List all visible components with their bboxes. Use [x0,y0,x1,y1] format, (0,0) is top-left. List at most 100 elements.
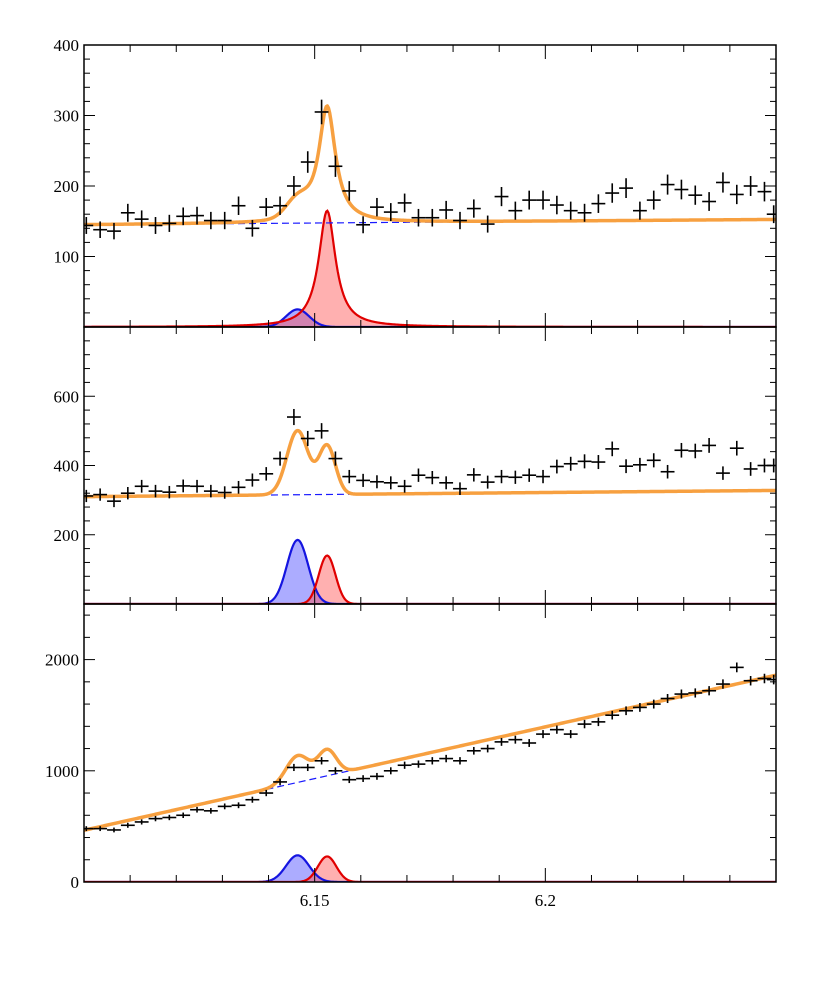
data-point [203,484,218,498]
data-point [702,438,717,453]
data-point [217,211,232,230]
data-point [217,803,232,810]
data-point [107,495,121,508]
data-point [660,694,675,704]
data-point [176,479,191,493]
data-point [134,210,149,228]
data-point [370,475,384,489]
data-point [273,451,287,466]
data-point [632,457,647,472]
data-point [342,181,357,201]
data-point [702,686,717,696]
peak1-curve [84,854,776,882]
data-point [522,190,537,210]
data-point [245,473,260,487]
data-point [107,827,121,833]
data-point [425,757,440,765]
data-point [766,674,776,685]
data-point [84,217,94,234]
data-point [674,689,689,699]
y-tick-label: 400 [54,36,80,55]
data-point [93,221,108,238]
data-point [190,806,204,813]
y-tick-label: 2000 [45,651,79,670]
data-point [425,471,440,485]
data-point [439,754,454,763]
data-point [286,408,301,426]
data-point [370,197,384,217]
data-point [328,767,343,775]
data-point [176,207,191,226]
data-point [107,222,121,240]
data-point [716,679,730,689]
data-point [383,767,398,775]
data-point [439,200,454,220]
data-point [729,440,744,456]
data-point [383,203,398,222]
data-point [120,822,135,828]
fit-curve [84,673,776,832]
data-point [536,469,550,484]
peak2-curve [84,855,776,882]
data-point [314,423,329,439]
data-point [397,193,412,213]
data-point [605,441,620,457]
panel-middle: 200 400 600 [54,326,777,605]
data-point [674,179,689,200]
data-point [342,469,357,484]
data-point [591,717,606,727]
data-point [591,194,606,213]
data-point [328,155,343,177]
data-point [273,778,287,786]
data-point [453,211,467,230]
data-point [702,192,717,211]
data-point [549,459,564,474]
data-point [259,467,274,481]
data-point [217,486,232,499]
data-point [466,199,481,218]
data-point [190,479,204,493]
data-point [619,706,633,716]
panel-bottom: 0 1000 2000 [45,603,777,892]
data-point [162,214,177,232]
data-point [716,172,730,193]
peak1-curve [84,538,776,604]
data-point [674,442,689,458]
data-point [259,197,274,217]
data-point [231,196,246,215]
panel-middle-plot-area [84,408,776,604]
data-point [522,468,537,482]
data-point [134,479,149,493]
data-point [480,215,495,233]
data-point [176,812,191,819]
data-point [646,190,661,210]
data-point [453,757,467,765]
data-point [605,710,620,720]
data-point [411,208,426,227]
data-point [397,479,412,493]
fit-curve [84,104,776,227]
data-point [84,826,94,832]
data-point [245,219,260,237]
peak2-fill [84,210,776,327]
data-point [646,453,661,468]
data-point [549,725,564,734]
data-point [688,688,703,698]
y-tick-label: 200 [54,526,80,545]
data-point [716,466,730,480]
data-point [466,468,481,482]
data-point [356,775,371,782]
peak2-fill [84,856,776,882]
data-point [134,819,149,825]
data-point [577,203,592,222]
data-point [660,464,675,479]
data-point [93,488,108,501]
data-point [286,763,301,772]
data-point [632,201,647,220]
x-tick-label: 6.2 [535,891,556,910]
data-point [245,796,260,803]
data-point [563,456,578,471]
data-point [757,181,772,202]
peak2-curve [84,209,776,327]
